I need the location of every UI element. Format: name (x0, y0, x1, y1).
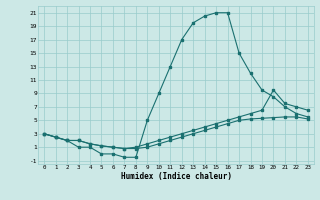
X-axis label: Humidex (Indice chaleur): Humidex (Indice chaleur) (121, 172, 231, 181)
